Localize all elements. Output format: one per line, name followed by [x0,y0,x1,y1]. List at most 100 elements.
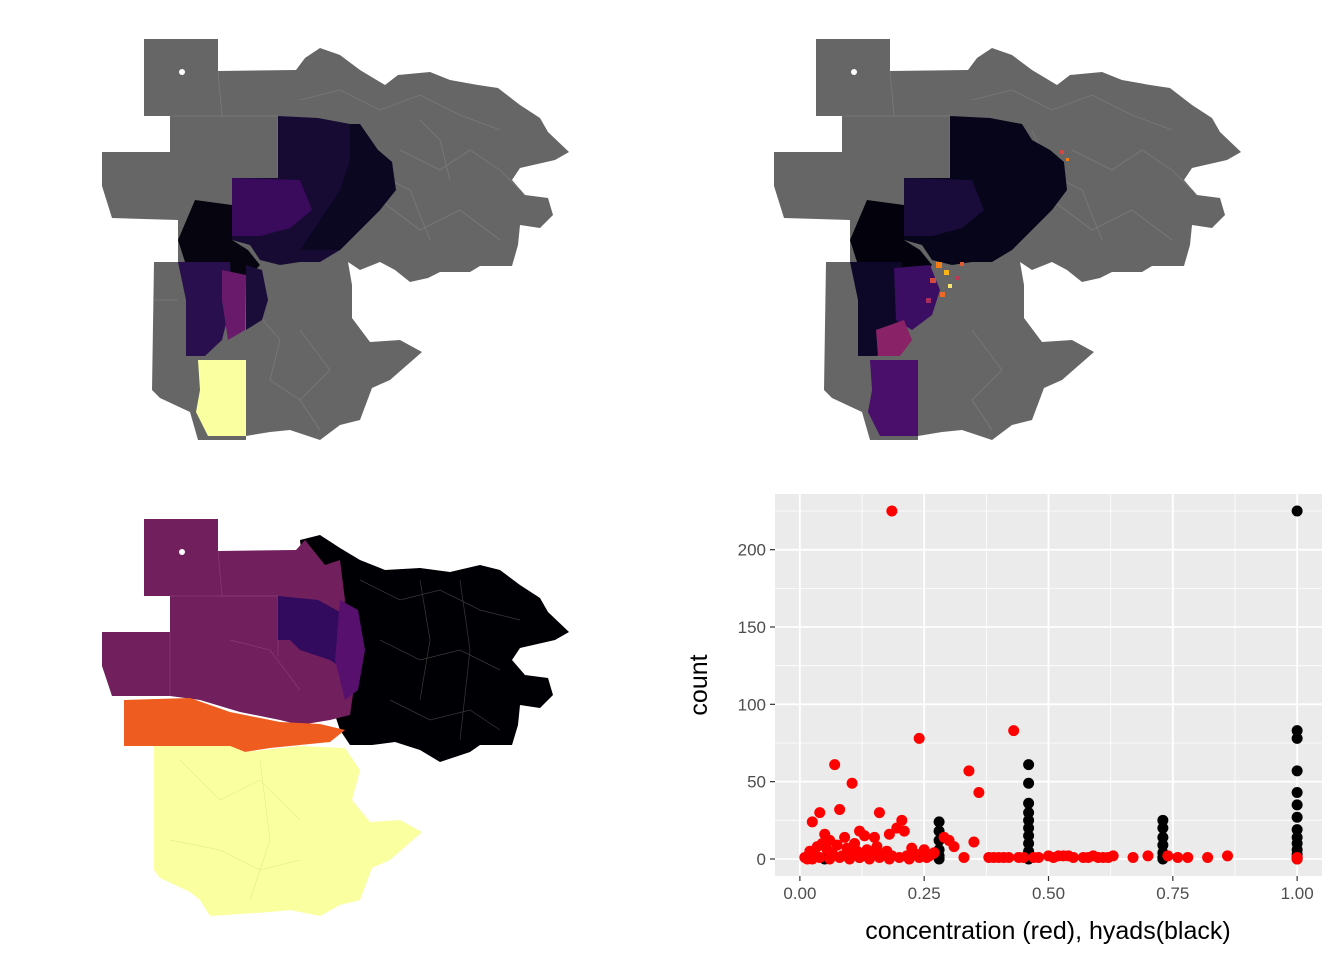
hyads-point [1157,822,1169,834]
map-region-violet [868,360,918,436]
y-tick-label: 0 [757,850,766,869]
concentration-point [844,853,856,865]
y-axis-title: count [685,654,713,715]
map-hole [179,549,185,555]
concentration-point [806,816,818,828]
map-region-magenta [876,320,912,356]
map-region-indigo [278,596,350,670]
map-hole [851,69,857,75]
series-concentration [799,505,1303,865]
concentration-point [834,851,846,863]
concentration-point [1067,851,1079,863]
concentration-point [846,777,858,789]
concentration-point [854,825,866,837]
concentration-point [886,505,898,517]
concentration-point [814,807,826,819]
concentration-point [868,831,880,843]
hyads-point [1291,799,1303,811]
concentration-point [926,848,938,860]
y-tick-label: 50 [747,773,766,792]
concentration-point [913,732,925,744]
concentration-point [1202,851,1214,863]
concentration-point [1291,853,1303,865]
concentration-point [1127,851,1139,863]
x-axis-title: concentration (red), hyads(black) [865,917,1230,945]
map-region-black [300,124,396,250]
hyads-point [1023,830,1035,842]
hyads-point [1157,839,1169,851]
map-region-purple [894,265,940,330]
hyads-point [1291,505,1303,517]
map-region-plum [102,519,355,725]
concentration-point [1142,850,1154,862]
hyads-point [1291,786,1303,798]
scatter-plot: 0 50 100 150 200 0.00 0.25 0.50 0.75 1.00 concen… [685,494,1322,945]
concentration-point [973,786,985,798]
concentration-point [863,853,875,865]
concentration-point [839,831,851,843]
concentration-point [963,765,975,777]
hyads-point [1291,765,1303,777]
concentration-point [1162,850,1174,862]
x-tick-label: 1.00 [1281,884,1314,903]
map-region-purple [232,178,312,236]
concentration-point [883,853,895,865]
concentration-point [1222,850,1234,862]
x-tick-label: 0.25 [908,884,941,903]
hyads-point [1023,759,1035,771]
concentration-point [1003,851,1015,863]
y-tick-label: 150 [738,618,766,637]
map-hotspot-cluster [926,150,1069,303]
concentration-point [958,851,970,863]
concentration-point [854,851,866,863]
x-tick-label: 0.50 [1032,884,1065,903]
map-region-navy [246,265,268,330]
x-tick-label: 0.00 [783,884,816,903]
concentration-point [1107,850,1119,862]
map-region-purple [335,600,365,700]
concentration-point [968,836,980,848]
hyads-point [1023,838,1035,850]
hyads-point [1023,797,1035,809]
concentration-point [1172,851,1184,863]
concentration-point [834,803,846,815]
map-hole [179,69,185,75]
hyads-point [1291,725,1303,737]
hyads-point [1157,814,1169,826]
concentration-point [873,851,885,863]
concentration-point [896,814,908,826]
map-region-yellow [196,360,246,436]
map-region-dark [904,178,984,236]
map-region-orange [124,698,345,752]
map-top-right [774,39,1241,440]
y-tick-label: 100 [738,695,766,714]
x-tick-label: 0.75 [1156,884,1189,903]
concentration-point [948,841,960,853]
map-top-left [102,39,569,440]
map-region-black [300,535,569,762]
hyads-point [1157,831,1169,843]
hyads-point [1023,822,1035,834]
concentration-point [898,825,910,837]
y-axis: 0 50 100 150 200 [738,541,775,869]
map-region-magenta [222,270,246,340]
concentration-point [1018,851,1030,863]
hyads-point [1291,732,1303,744]
map-bottom-left [102,519,569,916]
hyads-point [1023,777,1035,789]
concentration-point [873,807,885,819]
concentration-point [814,851,826,863]
x-axis: 0.00 0.25 0.50 0.75 1.00 [783,876,1314,903]
concentration-point [906,842,918,854]
concentration-point [831,839,843,851]
hyads-point [1291,824,1303,836]
concentration-point [824,853,836,865]
concentration-point [1182,851,1194,863]
map-region-yellow [154,746,422,916]
hyads-point [1023,814,1035,826]
hyads-point [1023,807,1035,819]
concentration-point [883,828,895,840]
map-region-indigo [178,262,232,356]
concentration-point [1033,851,1045,863]
